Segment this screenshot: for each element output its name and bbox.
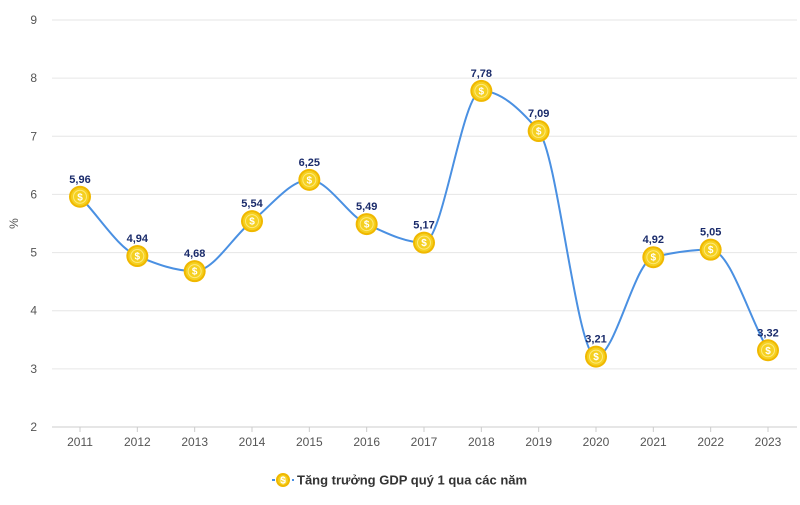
x-tick-label: 2016: [353, 435, 380, 449]
data-label: 3,21: [585, 334, 606, 346]
coin-ring: [73, 189, 87, 204]
coin-glyph: $: [280, 476, 286, 487]
coin-ring: [474, 83, 489, 98]
data-label: 4,92: [643, 234, 664, 246]
coin-glyph: $: [249, 217, 255, 228]
coin-ring: [130, 249, 145, 264]
coin-icon[interactable]: $: [126, 245, 149, 268]
x-tick-label: 2013: [181, 435, 208, 449]
coin-glyph: $: [307, 175, 313, 186]
coin-glyph: $: [192, 267, 198, 278]
x-tick-label: 2011: [67, 435, 93, 449]
data-label: 4,68: [184, 248, 205, 260]
coin-icon[interactable]: $: [298, 168, 321, 191]
x-tick-label: 2014: [239, 435, 266, 449]
coin-ring: [646, 250, 661, 265]
grid-layer: [52, 19, 797, 428]
y-tick-label: 5: [30, 246, 37, 260]
coin-ring: [703, 242, 718, 257]
legend-coin-icon: $: [276, 473, 290, 487]
coin-icon[interactable]: $: [699, 238, 722, 261]
coin-icon[interactable]: $: [470, 79, 493, 102]
coin-glyph: $: [364, 220, 370, 231]
coin-glyph: $: [651, 253, 657, 264]
data-label: 7,78: [471, 68, 492, 80]
coin-glyph: $: [708, 245, 714, 256]
axis-layer: 2 3 4 5 6 7 8 9% 2011 2012 2013 2014 2015 2016 2017 201…: [7, 13, 782, 449]
x-tick-label: 2021: [640, 435, 667, 449]
data-label: 7,09: [528, 108, 549, 120]
coin-glyph: $: [135, 252, 141, 263]
y-tick-label: 7: [30, 129, 37, 143]
coin-ring: [302, 172, 317, 187]
coin-icon[interactable]: $: [585, 345, 607, 368]
coin-icon[interactable]: $: [241, 210, 263, 233]
y-tick-label: 9: [30, 13, 37, 27]
coin-glyph: $: [593, 352, 599, 363]
coin-icon[interactable]: $: [355, 213, 378, 236]
legend-label[interactable]: Tăng trưởng GDP quý 1 qua các năm: [297, 473, 527, 488]
data-label: 5,05: [700, 227, 721, 239]
data-label: 5,49: [356, 201, 377, 213]
data-label: 6,25: [299, 157, 320, 169]
data-label: 5,17: [413, 220, 434, 232]
data-label-layer: 5,96 4,94 4,68 5,54 6,25 5,49 5,17 7,78 7,09 3,21…: [69, 68, 778, 346]
coin-icon[interactable]: $: [757, 339, 779, 362]
x-tick-label: 2019: [525, 435, 552, 449]
coin-glyph: $: [765, 346, 771, 357]
x-tick-label: 2015: [296, 435, 323, 449]
marker-layer: $ $ $ $ $ $ $ $ $ $ $ $ $: [69, 79, 779, 368]
coin-icon[interactable]: $: [183, 260, 206, 283]
coin-glyph: $: [479, 86, 485, 97]
y-axis-label: %: [7, 218, 21, 229]
coin-ring: [417, 235, 431, 250]
x-tick-label: 2012: [124, 435, 151, 449]
x-tick-label: 2018: [468, 435, 495, 449]
coin-ring: [280, 477, 286, 483]
coin-icon[interactable]: $: [527, 120, 550, 143]
coin-icon[interactable]: $: [413, 231, 435, 254]
data-label: 3,32: [757, 327, 778, 339]
coin-ring: [761, 343, 775, 358]
coin-face: [278, 475, 288, 485]
legend[interactable]: $ Tăng trưởng GDP quý 1 qua các năm: [272, 473, 527, 488]
x-tick-label: 2017: [411, 435, 438, 449]
x-tick-label: 2022: [697, 435, 724, 449]
coin-glyph: $: [536, 127, 542, 138]
data-label: 5,54: [241, 198, 263, 210]
coin-ring: [359, 217, 374, 232]
coin-icon[interactable]: $: [69, 185, 91, 208]
y-tick-label: 8: [30, 71, 37, 85]
y-tick-label: 3: [30, 362, 37, 376]
y-tick-label: 2: [30, 420, 37, 434]
coin-glyph: $: [421, 238, 427, 249]
x-tick-label: 2023: [755, 435, 782, 449]
y-tick-label: 4: [30, 304, 37, 318]
coin-icon[interactable]: $: [642, 246, 665, 269]
data-label: 4,94: [127, 233, 149, 245]
coin-ring: [245, 214, 259, 229]
y-tick-label: 6: [30, 187, 37, 201]
data-label: 5,96: [69, 174, 90, 186]
coin-ring: [187, 264, 202, 279]
coin-ring: [589, 349, 603, 364]
coin-glyph: $: [77, 192, 83, 203]
coin-ring: [531, 124, 546, 139]
x-tick-label: 2020: [583, 435, 610, 449]
